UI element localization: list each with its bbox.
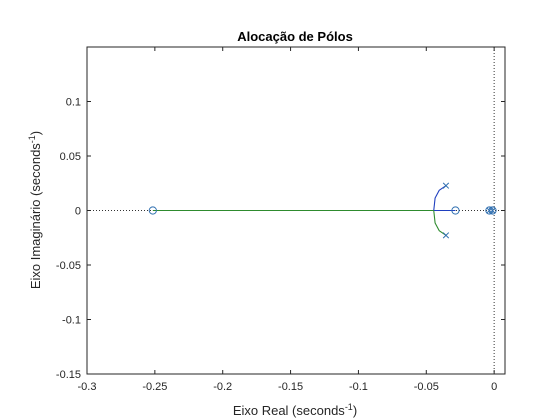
locus-branch-2: [433, 210, 447, 236]
y-axis-label-text: Eixo Imaginário (seconds: [28, 143, 43, 289]
x-tick-label: -0.25: [142, 381, 167, 393]
pole-marker-2: [442, 232, 450, 239]
y-tick-label: 0.05: [60, 151, 81, 163]
chart-title: Alocação de Pólos: [237, 29, 353, 44]
pole-cross-stroke: [442, 182, 450, 189]
y-axis-label: Eixo Imaginário (seconds-1): [27, 131, 43, 289]
x-tick-label: -0.1: [349, 381, 368, 393]
pole-zero-markers: [148, 182, 497, 239]
y-tick-label: -0.05: [56, 260, 81, 272]
y-tick-label: 0.1: [66, 97, 81, 109]
zero-marker-2: [451, 206, 460, 215]
x-axis-label-exponent: -1: [345, 402, 353, 412]
x-axis-ticks: -0.3 -0.25 -0.2 -0.15 -0.1 -0.05 0: [78, 47, 497, 393]
pole-marker-4: [489, 207, 496, 214]
y-tick-label: -0.15: [56, 369, 81, 381]
x-axis-label: Eixo Real (seconds-1): [233, 402, 357, 418]
y-axis-label-exponent: -1: [27, 135, 37, 143]
pole-cross-stroke: [489, 207, 496, 214]
x-tick-label: -0.05: [414, 381, 439, 393]
x-tick-label: -0.15: [278, 381, 303, 393]
x-tick-label: -0.3: [78, 381, 97, 393]
x-tick-label: 0: [491, 381, 497, 393]
locus-branches: [152, 185, 456, 236]
x-axis-label-text: Eixo Real (seconds: [233, 403, 345, 418]
y-axis-ticks: -0.15 -0.1 -0.05 0 0.05 0.1: [56, 97, 505, 381]
x-tick-label: -0.2: [213, 381, 232, 393]
locus-branch-1: [433, 185, 447, 211]
pole-cross-stroke: [442, 232, 450, 239]
y-tick-label: 0: [75, 206, 81, 218]
zero-marker-1: [148, 206, 157, 215]
pole-marker-1: [442, 182, 450, 189]
y-tick-label: -0.1: [62, 315, 81, 327]
